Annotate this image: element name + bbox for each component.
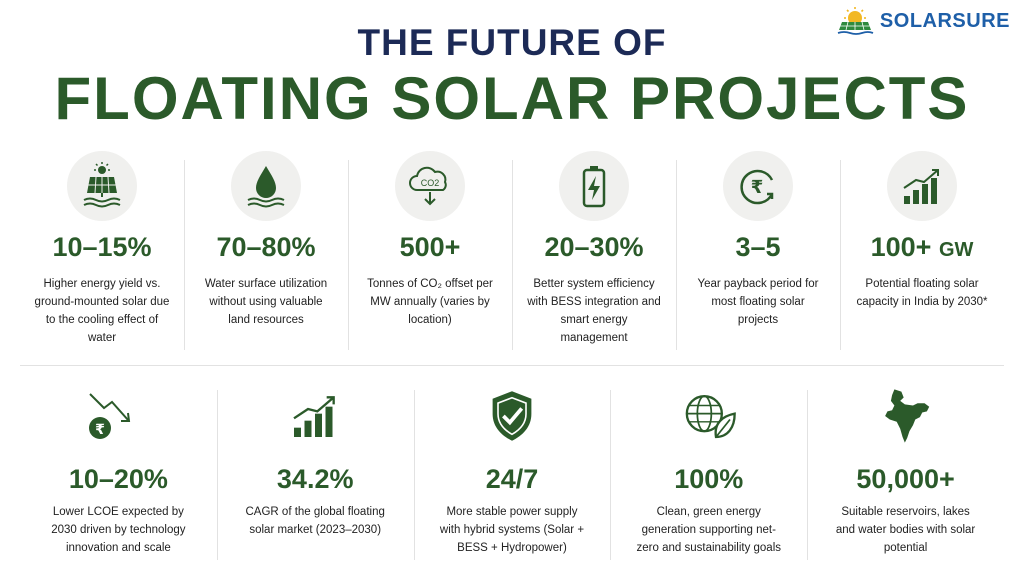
stat-co2-offset: CO2 500+ Tonnes of CO₂ offset per MW ann… bbox=[348, 150, 512, 360]
co2-cloud-icon: CO2 bbox=[409, 166, 447, 206]
stat-value: 10–15% bbox=[52, 232, 152, 262]
stat-description: Clean, green energy generation supportin… bbox=[636, 506, 782, 554]
solar-panel-water-icon bbox=[83, 162, 121, 208]
top-stats-row: 10–15% Higher energy yield vs. ground-mo… bbox=[20, 150, 1004, 360]
stat-payback-period: ₹ 3–5 Year payback period for most float… bbox=[676, 150, 840, 360]
stat-value: 24/7 bbox=[485, 464, 539, 494]
row-divider bbox=[20, 365, 1004, 366]
stat-description: Potential floating solar capacity in Ind… bbox=[856, 278, 988, 308]
shield-check-icon bbox=[492, 391, 532, 441]
stat-description: Lower LCOE expected by 2030 driven by te… bbox=[51, 506, 186, 554]
stat-value: 3–5 bbox=[735, 232, 781, 262]
rupee-down-trend-icon: ₹ bbox=[89, 393, 131, 439]
stat-description: Year payback period for most floating so… bbox=[697, 278, 819, 326]
growth-bars-icon bbox=[293, 396, 336, 437]
stat-description: Higher energy yield vs. ground-mounted s… bbox=[34, 278, 170, 344]
stat-value: 100+ GW bbox=[870, 232, 974, 262]
stat-value: 34.2% bbox=[276, 464, 354, 494]
stat-value: 70–80% bbox=[216, 232, 316, 262]
brand-logo: SOLARSURE bbox=[836, 6, 1010, 36]
stat-description: Better system efficiency with BESS integ… bbox=[527, 278, 661, 344]
water-drop-icon bbox=[247, 166, 285, 208]
stat-description: Tonnes of CO₂ offset per MW annually (va… bbox=[367, 278, 493, 326]
stat-system-efficiency: 20–30% Better system efficiency with BES… bbox=[512, 150, 676, 360]
svg-text:₹: ₹ bbox=[96, 422, 106, 438]
globe-leaf-icon bbox=[685, 395, 736, 439]
stat-description: Water surface utilization without using … bbox=[204, 278, 328, 326]
title-line-2: FLOATING SOLAR PROJECTS bbox=[54, 65, 970, 132]
brand-name: SOLARSURE bbox=[879, 9, 1010, 32]
stat-energy-yield: 10–15% Higher energy yield vs. ground-mo… bbox=[20, 150, 184, 360]
title-line-1: THE FUTURE OF bbox=[357, 22, 667, 63]
svg-text:₹: ₹ bbox=[751, 177, 764, 198]
bottom-stats-row: ₹ 10–20% Lower LCOE expected by 2030 dri… bbox=[20, 380, 1004, 570]
india-map-icon bbox=[884, 389, 929, 443]
stat-stable-supply: 24/7 More stable power supply with hybri… bbox=[413, 380, 611, 570]
growth-bars-icon bbox=[903, 169, 939, 204]
stat-unit: GW bbox=[938, 239, 974, 261]
stat-description: More stable power supply with hybrid sys… bbox=[439, 506, 585, 554]
stat-clean-energy: 100% Clean, green energy generation supp… bbox=[610, 380, 807, 570]
stat-value: 10–20% bbox=[68, 464, 168, 494]
stat-water-bodies: 50,000+ Suitable reservoirs, lakes and w… bbox=[807, 380, 1004, 570]
stat-value: 500+ bbox=[399, 232, 461, 262]
stat-lcoe: ₹ 10–20% Lower LCOE expected by 2030 dri… bbox=[20, 380, 217, 570]
stat-water-utilization: 70–80% Water surface utilization without… bbox=[184, 150, 348, 360]
stat-description: CAGR of the global floating solar market… bbox=[245, 506, 385, 536]
stat-value: 100% bbox=[674, 464, 744, 494]
solarsure-logo-icon bbox=[837, 7, 874, 35]
stat-value: 20–30% bbox=[544, 232, 644, 262]
stat-description: Suitable reservoirs, lakes and water bod… bbox=[835, 506, 976, 554]
battery-icon bbox=[582, 166, 606, 208]
svg-text:CO2: CO2 bbox=[421, 178, 440, 188]
rupee-cycle-icon: ₹ bbox=[740, 169, 774, 205]
stat-value: 50,000+ bbox=[856, 464, 955, 494]
stat-capacity-potential: 100+ GW Potential floating solar capacit… bbox=[840, 150, 1004, 360]
stat-cagr: 34.2% CAGR of the global floating solar … bbox=[216, 380, 414, 570]
